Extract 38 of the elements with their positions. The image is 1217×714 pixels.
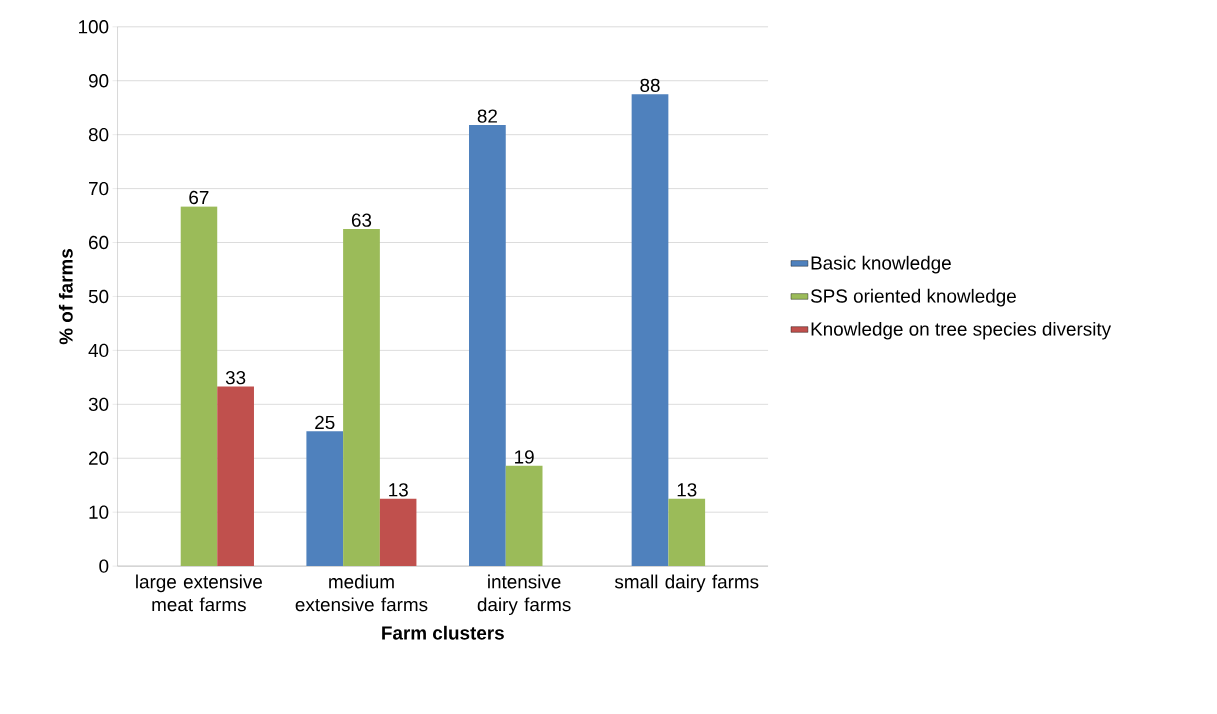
- y-axis-title: % of farms: [58, 248, 73, 345]
- y-tick-label: 30: [88, 397, 109, 411]
- y-tick-label: 20: [89, 451, 109, 465]
- y-tick-label: 90: [88, 74, 109, 88]
- data-label: 13: [677, 483, 697, 497]
- y-tick-label: 50: [88, 289, 109, 304]
- bar: [180, 206, 218, 567]
- legend-label: Basic knowledge: [811, 255, 951, 274]
- bar: [343, 229, 380, 567]
- bar: [217, 386, 254, 567]
- x-tick-label: medium extensive farms: [295, 574, 428, 612]
- data-label: 33: [225, 370, 246, 385]
- bar: [668, 498, 706, 567]
- legend-label: Knowledge on tree species diversity: [811, 321, 1112, 340]
- bar: [306, 431, 344, 567]
- bar: [469, 124, 506, 567]
- bar: [505, 465, 543, 567]
- y-tick-label: 60: [89, 235, 109, 250]
- data-label: 25: [315, 415, 335, 430]
- y-tick-label: 10: [89, 505, 109, 519]
- y-tick-label: 100: [79, 20, 109, 34]
- data-label: 63: [351, 213, 372, 227]
- bar: [631, 94, 669, 567]
- data-label: 82: [477, 109, 497, 123]
- y-tick-label: 70: [89, 181, 109, 196]
- y-tick-label: 40: [88, 343, 109, 358]
- x-tick-label: small dairy farms: [614, 574, 759, 593]
- data-label: 88: [640, 78, 660, 92]
- x-axis-title: Farm clusters: [382, 625, 504, 640]
- x-tick-label: intensive dairy farms: [477, 574, 571, 615]
- bar: [379, 498, 417, 567]
- data-label: 19: [515, 450, 534, 464]
- data-label: 67: [189, 190, 209, 205]
- x-tick-label: large extensive meat farms: [136, 574, 262, 612]
- data-label: 13: [389, 483, 408, 497]
- legend-label: SPS oriented knowledge: [810, 288, 1016, 307]
- y-tick-label: 80: [88, 127, 109, 142]
- y-tick-label: 0: [99, 559, 109, 573]
